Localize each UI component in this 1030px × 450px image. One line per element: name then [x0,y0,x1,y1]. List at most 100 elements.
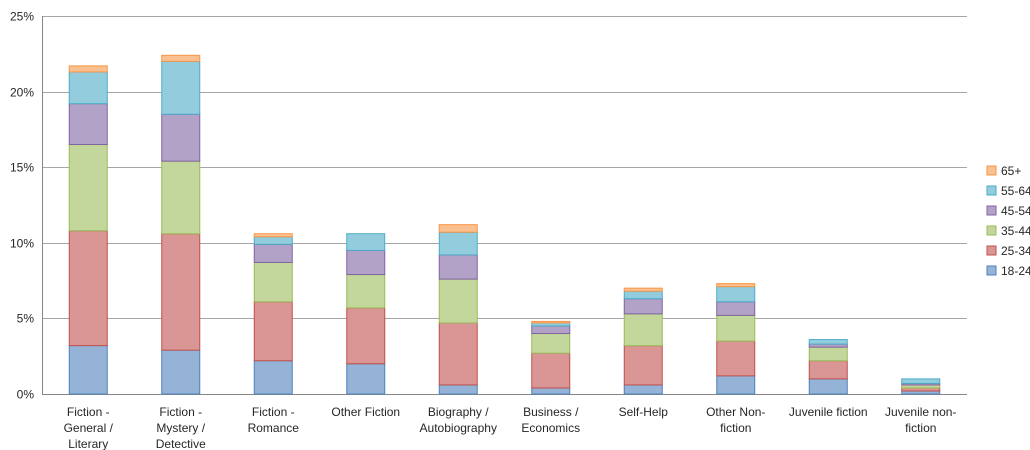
bar-segment-25-34 [161,233,201,351]
bar-segment-45-54 [716,301,756,316]
legend-swatch [986,205,997,216]
category-label-line: General / [64,421,114,435]
category-label-line: Autobiography [420,421,497,435]
bar-segment-55-64 [161,60,201,115]
category-label-line: Other Fiction [331,405,400,419]
legend-label: 55-64 [1001,184,1030,198]
category-label-line: Biography / [428,405,489,419]
bar-segment-45-54 [438,254,478,280]
bar-segment-35-44 [438,278,478,324]
bar-segment-25-34 [716,340,756,377]
bar-segment-18-24 [253,360,293,395]
category-label: Biography / Autobiography [420,405,497,435]
bar-segment-25-34 [68,230,108,347]
bar-segment-18-24 [623,384,663,395]
category-label-line: Juvenile non- [885,405,956,419]
bar-segment-35-44 [346,274,386,309]
category-label-line: Literary [68,437,108,450]
bar-segment-35-44 [808,346,848,362]
category-label: Business / Economics [521,405,580,435]
category-label: Other Fiction [331,405,400,419]
bar-segment-35-44 [716,314,756,342]
bar-segment-18-24 [68,345,108,395]
bar-segment-45-54 [161,113,201,162]
category-label: Juvenile fiction [789,405,868,419]
legend-swatch [986,165,997,176]
bar-segment-45-54 [68,103,108,146]
bar-segment-55-64 [346,233,386,251]
bar-segment-18-24 [438,384,478,395]
category-label-line: Fiction - [159,405,202,419]
y-tick-label: 0% [17,388,35,402]
category-label-line: Detective [156,437,206,450]
bar-segment-18-24 [808,378,848,395]
y-tick-label: 20% [10,86,34,100]
legend-label: 18-24 [1001,264,1030,278]
category-label-line: Juvenile fiction [789,405,868,419]
bar-segment-25-34 [253,301,293,362]
category-label-line: Self-Help [619,405,669,419]
bar-segment-55-64 [68,71,108,105]
y-tick-label: 25% [10,10,34,24]
bar-segment-45-54 [253,243,293,263]
bar-segment-55-64 [438,231,478,256]
bar-segment-18-24 [161,349,201,395]
category-label-line: Fiction - [252,405,295,419]
category-label-line: Other Non- [706,405,765,419]
bar-segment-65plus [438,224,478,233]
bar-segment-25-34 [438,322,478,386]
bar-segment-35-44 [531,333,571,354]
bar-segment-55-64 [253,236,293,245]
bar-segment-45-54 [623,298,663,315]
legend-label: 65+ [1001,164,1021,178]
bar-segment-55-64 [623,290,663,300]
bar-segment-55-64 [716,286,756,303]
bar-segment-35-44 [253,261,293,303]
bar-segment-25-34 [346,307,386,365]
bar-segment-18-24 [346,363,386,395]
category-label-line: fiction [720,421,751,435]
bar-segment-35-44 [68,144,108,232]
bar-segment-25-34 [623,345,663,386]
category-label-line: Romance [248,421,300,435]
legend-swatch [986,245,997,256]
bar-segment-65plus [253,233,293,238]
category-label-line: Business / [523,405,579,419]
y-tick-label: 10% [10,237,34,251]
legend-swatch [986,185,997,196]
legend-swatch [986,265,997,276]
legend-label: 45-54 [1001,204,1030,218]
bar-segment-55-64 [901,378,941,384]
category-label: Other Non-fiction [706,405,765,435]
category-label: Fiction - Romance [248,405,300,435]
bar-segment-18-24 [716,375,756,395]
category-label-line: Mystery / [156,421,205,435]
y-tick-label: 15% [10,161,34,175]
bar-segment-65plus [161,54,201,62]
y-tick-label: 5% [17,312,35,326]
bar-segment-45-54 [531,325,571,335]
bar-segment-65plus [623,287,663,292]
bar-segment-35-44 [161,160,201,235]
category-label: Fiction - General / Literary [64,405,114,450]
bar-segment-45-54 [346,249,386,276]
category-label: Juvenile non-fiction [885,405,956,435]
legend-label: 35-44 [1001,224,1030,238]
bar-segment-25-34 [531,352,571,389]
bar-segment-65plus [68,65,108,73]
legend-swatch [986,225,997,236]
bar-segment-35-44 [623,313,663,347]
category-label: Self-Help [619,405,669,419]
bar-segment-65plus [716,283,756,288]
bar-segment-65plus [531,320,571,324]
category-label-line: Economics [521,421,580,435]
bar-segment-25-34 [808,360,848,380]
bar-segment-55-64 [808,339,848,345]
bar-segment-18-24 [531,387,571,395]
legend-label: 25-34 [1001,244,1030,258]
category-label-line: Fiction - [67,405,110,419]
category-label: Fiction - Mystery / Detective [156,405,206,450]
category-label-line: fiction [905,421,936,435]
